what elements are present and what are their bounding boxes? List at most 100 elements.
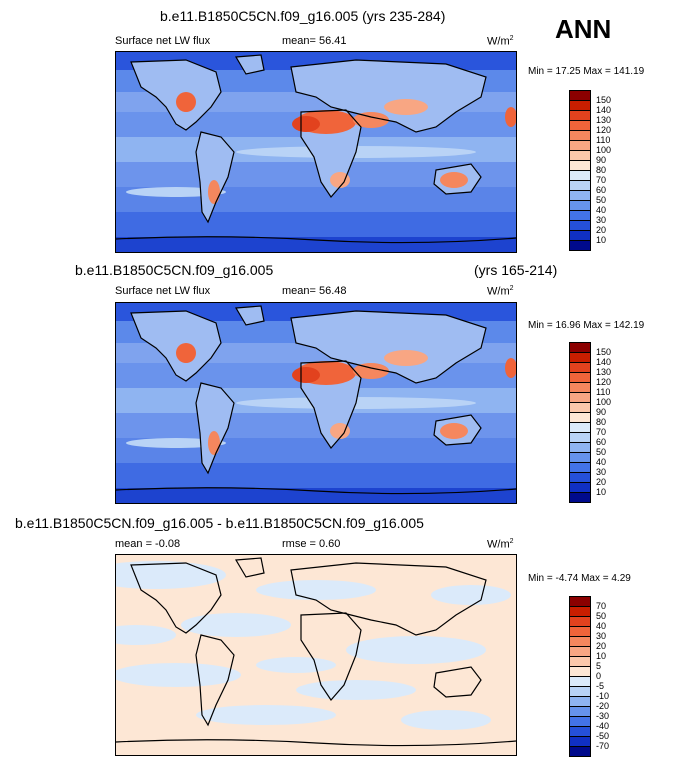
colorbar-swatch (570, 452, 590, 462)
colorbar-tick-label: 110 (596, 387, 611, 397)
colorbar-swatch (570, 110, 590, 120)
colorbar-swatch (570, 362, 590, 372)
panel-1-mean-label: mean= 56.41 (282, 35, 347, 47)
warm-region-australia (440, 172, 468, 188)
panel-3-mean-label: mean = -0.08 (115, 538, 181, 550)
colorbar-tick-label: 40 (596, 205, 607, 215)
continent-fill (236, 306, 264, 325)
panel-1-units: W/m2 (487, 35, 514, 48)
colorbar-swatch (570, 140, 590, 150)
colorbar-tick-label: 20 (596, 641, 607, 651)
colorbar-swatch (570, 606, 590, 616)
colorbar-tick-label: -40 (596, 721, 610, 731)
continent-fill (131, 311, 221, 381)
colorbar-swatch (570, 160, 590, 170)
warm-region-edge (505, 358, 516, 378)
coastline (433, 163, 482, 195)
colorbar-tick-label: -5 (596, 681, 605, 691)
colorbar-tick-label: 40 (596, 621, 607, 631)
colorbar-swatch (570, 736, 590, 746)
warm-region-southern-africa (330, 172, 350, 188)
colorbar-swatch (570, 230, 590, 240)
negative-region (296, 680, 416, 700)
warm-region-sahara-core (292, 116, 320, 132)
colorbar-swatch (570, 432, 590, 442)
warm-region-edge (505, 107, 516, 127)
colorbar-swatch (570, 170, 590, 180)
colorbar-tick-label: 70 (596, 175, 607, 185)
coastline (300, 109, 362, 198)
panel-3-map (115, 554, 517, 756)
panel-1-minmax: Min = 17.25 Max = 141.19 (528, 66, 645, 77)
colorbar-tick-label: 120 (596, 377, 612, 387)
colorbar-tick-label: 120 (596, 125, 612, 135)
negative-region (181, 613, 291, 637)
continent-fill (291, 311, 486, 383)
coastline (290, 562, 487, 636)
negative-region (116, 663, 241, 687)
panel-2-units: W/m2 (487, 285, 514, 298)
coastline (234, 557, 265, 578)
colorbar-swatch (570, 716, 590, 726)
colorbar-tick-label: 130 (596, 367, 612, 377)
colorbar-swatch (570, 240, 590, 250)
warm-region-central-asia (384, 99, 428, 115)
negative-region (116, 625, 176, 645)
colorbar-swatch (570, 352, 590, 362)
panel-3-units: W/m2 (487, 538, 514, 551)
colorbar-swatch (570, 200, 590, 210)
colorbar-swatch (570, 492, 590, 502)
coastline (433, 666, 482, 698)
colorbar-swatch (570, 646, 590, 656)
warm-region-central-asia (384, 350, 428, 366)
map-canvas (116, 555, 516, 755)
map-canvas (116, 52, 516, 252)
colorbar-boxes (569, 342, 591, 503)
colorbar-swatch (570, 726, 590, 736)
colorbar-tick-label: 100 (596, 145, 612, 155)
warm-region-western-us (176, 343, 196, 363)
negative-region (256, 657, 336, 673)
latitude-band (116, 237, 516, 252)
colorbar-tick-label: 20 (596, 477, 607, 487)
colorbar-swatch (570, 210, 590, 220)
negative-region (196, 705, 336, 725)
colorbar-swatch (570, 402, 590, 412)
colorbar-swatch (570, 130, 590, 140)
colorbar-tick-label: -50 (596, 731, 610, 741)
panel-3-minmax: Min = -4.74 Max = 4.29 (528, 573, 631, 584)
colorbar-swatch (570, 656, 590, 666)
colorbar-tick-label: 30 (596, 467, 607, 477)
warm-region-andes (208, 431, 220, 455)
colorbar-tick-label: 50 (596, 611, 607, 621)
continent-fill (196, 383, 234, 473)
continent-fill (196, 132, 234, 222)
colorbar-tick-label: 10 (596, 235, 607, 245)
map-canvas (116, 303, 516, 503)
colorbar-tick-label: 10 (596, 651, 607, 661)
colorbar-tick-label: 60 (596, 437, 607, 447)
panel-2-colorbar: 150 140 130 120 110 100 90 80 70 60 50 40 30 20 10 (569, 342, 611, 503)
colorbar-tick-label: 50 (596, 195, 607, 205)
continent-fill (131, 60, 221, 130)
colorbar-swatch (570, 462, 590, 472)
colorbar-swatch (570, 686, 590, 696)
panel-1-variable-label: Surface net LW flux (115, 35, 211, 47)
colorbar-swatch (570, 472, 590, 482)
coastline-antarctica (116, 739, 516, 747)
colorbar-tick-label: 5 (596, 661, 602, 671)
panel-1-map (115, 51, 517, 253)
warm-region-western-us (176, 92, 196, 112)
coastline (195, 131, 235, 224)
coastline (433, 414, 482, 446)
colorbar-swatch (570, 180, 590, 190)
colorbar-tick-label: -10 (596, 691, 610, 701)
colorbar-swatch (570, 746, 590, 756)
colorbar-swatch (570, 706, 590, 716)
colorbar-tick-label: 70 (596, 427, 607, 437)
colorbar-tick-label: 20 (596, 225, 607, 235)
colorbar-tick-label: 140 (596, 105, 612, 115)
negative-region (346, 636, 486, 664)
coastline (234, 305, 265, 326)
colorbar-tick-label: 10 (596, 487, 607, 497)
